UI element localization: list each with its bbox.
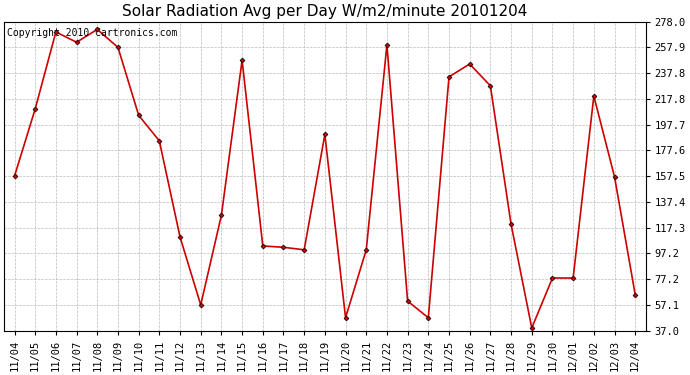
Title: Solar Radiation Avg per Day W/m2/minute 20101204: Solar Radiation Avg per Day W/m2/minute … [122,4,528,19]
Text: Copyright 2010 Cartronics.com: Copyright 2010 Cartronics.com [8,28,178,38]
